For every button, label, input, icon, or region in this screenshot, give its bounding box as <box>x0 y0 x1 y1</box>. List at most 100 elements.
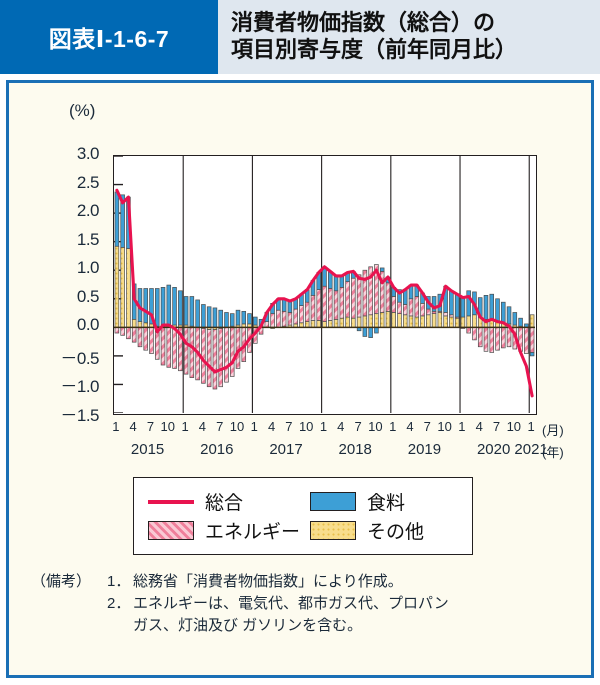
bar-segment <box>143 326 148 351</box>
bar-segment <box>351 317 356 328</box>
bar-segment <box>131 326 137 343</box>
bar-segment <box>189 296 195 327</box>
bar-segment <box>304 321 310 328</box>
bar-segment <box>449 316 454 328</box>
bar-segment <box>120 326 125 336</box>
bar-segment <box>287 312 293 326</box>
bar-segment <box>183 326 189 375</box>
bar-segment <box>206 329 212 388</box>
note-row-2: 2． エネルギーは、電気代、都市ガス代、プロパン <box>31 593 579 615</box>
bar-segment <box>143 288 148 324</box>
x-tick-month-4: 4 <box>337 419 345 434</box>
bar-segment <box>374 264 379 314</box>
bar-segment <box>126 326 131 340</box>
bar-segment <box>224 326 229 383</box>
bar-segment <box>160 287 166 328</box>
bar-segment <box>154 288 160 327</box>
bar-segment <box>299 305 304 324</box>
bar-segment <box>235 326 241 369</box>
bar-segment <box>466 315 471 328</box>
bar-segment <box>529 314 535 328</box>
bar-segment <box>472 326 477 341</box>
bar-segment <box>501 326 506 349</box>
legend-item-food: 食料 <box>310 488 472 515</box>
bar-segment <box>368 266 373 316</box>
bar-segment <box>333 290 339 320</box>
legend-swatch-other-icon <box>310 521 356 540</box>
y-tick-0.0: 0.0 <box>76 315 100 335</box>
bar-segment <box>120 194 125 248</box>
x-year-label-2016: 2016 <box>200 441 234 458</box>
bar-segment <box>489 293 494 321</box>
bar-segment <box>374 326 379 334</box>
bar-segment <box>379 267 385 272</box>
bar-segment <box>454 293 460 318</box>
legend-swatch-food-icon <box>310 492 356 511</box>
bar-segment <box>356 316 362 328</box>
bar-segment <box>293 308 298 325</box>
legend-swatch-line-icon <box>148 499 194 504</box>
bar-segment <box>529 352 535 357</box>
note-text-1: 総務省「消費者物価指数」により作成。 <box>133 573 403 590</box>
legend-item-total: 総合 <box>148 488 310 515</box>
x-tick-month-4: 4 <box>129 419 137 434</box>
figure-title-line2: 項目別寄与度（前年同月比） <box>231 37 518 62</box>
legend-label-total: 総合 <box>205 493 244 514</box>
x-tick-month-4: 4 <box>267 419 276 434</box>
bar-segment <box>126 248 131 328</box>
bar-segment <box>328 320 333 328</box>
note-number-1: 1． <box>107 573 131 590</box>
bar-segment <box>512 312 518 326</box>
y-tick-3.0: 3.0 <box>76 144 100 163</box>
x-tick-month-7: 7 <box>354 419 362 434</box>
bar-segment <box>454 317 460 328</box>
bar-segment <box>414 316 420 328</box>
x-year-label-2020: 2020 <box>476 441 511 458</box>
bar-segment <box>281 310 287 327</box>
bar-segment <box>333 318 339 328</box>
y-tick-0.5: 0.5 <box>76 286 100 306</box>
y-tick-minus1.0: －1.0 <box>60 377 99 397</box>
bar-segment <box>489 326 494 353</box>
bar-segment <box>483 295 489 320</box>
bar-segment <box>120 247 125 328</box>
bar-segment <box>351 277 356 319</box>
bar-segment <box>391 296 396 313</box>
bar-segment <box>420 303 425 317</box>
bar-segment <box>322 321 327 328</box>
bar-segment <box>362 315 368 328</box>
x-tick-month-10: 10 <box>437 419 452 434</box>
bar-segment <box>524 326 529 354</box>
bar-segment <box>339 317 345 328</box>
bar-segment <box>270 313 275 328</box>
chart-panel: (%) 3.0 2.5 2.0 1.5 1.0 0.5 0.0 －0.5 －1.0 －1.5 <box>6 80 594 678</box>
bar-segment <box>420 315 425 328</box>
bar-segment <box>333 275 339 292</box>
bar-segment <box>166 326 172 368</box>
bar-segment <box>374 313 379 328</box>
bar-segment <box>431 313 437 328</box>
x-year-label-2017: 2017 <box>269 441 303 458</box>
bar-segment <box>287 300 293 313</box>
bar-segment <box>483 326 489 352</box>
bar-segment <box>495 326 500 351</box>
bar-segment <box>137 321 143 328</box>
bar-segment <box>397 301 402 314</box>
bar-segment <box>166 284 172 327</box>
x-tick-month-7: 7 <box>492 419 501 434</box>
legend-label-other: その他 <box>367 522 425 543</box>
bar-segment <box>149 288 154 325</box>
plot-area <box>113 155 537 415</box>
x-year-label-2015: 2015 <box>130 441 165 458</box>
x-tick-month-7: 7 <box>216 419 224 434</box>
y-tick-1.5: 1.5 <box>76 229 100 249</box>
bar-segment <box>443 312 448 317</box>
bar-segment <box>247 313 252 325</box>
bar-segment <box>218 328 223 388</box>
total-index-line <box>115 188 534 398</box>
bar-segment <box>460 316 466 328</box>
bar-segment <box>529 326 535 353</box>
bar-segment <box>414 296 420 318</box>
bar-segment <box>472 314 477 328</box>
